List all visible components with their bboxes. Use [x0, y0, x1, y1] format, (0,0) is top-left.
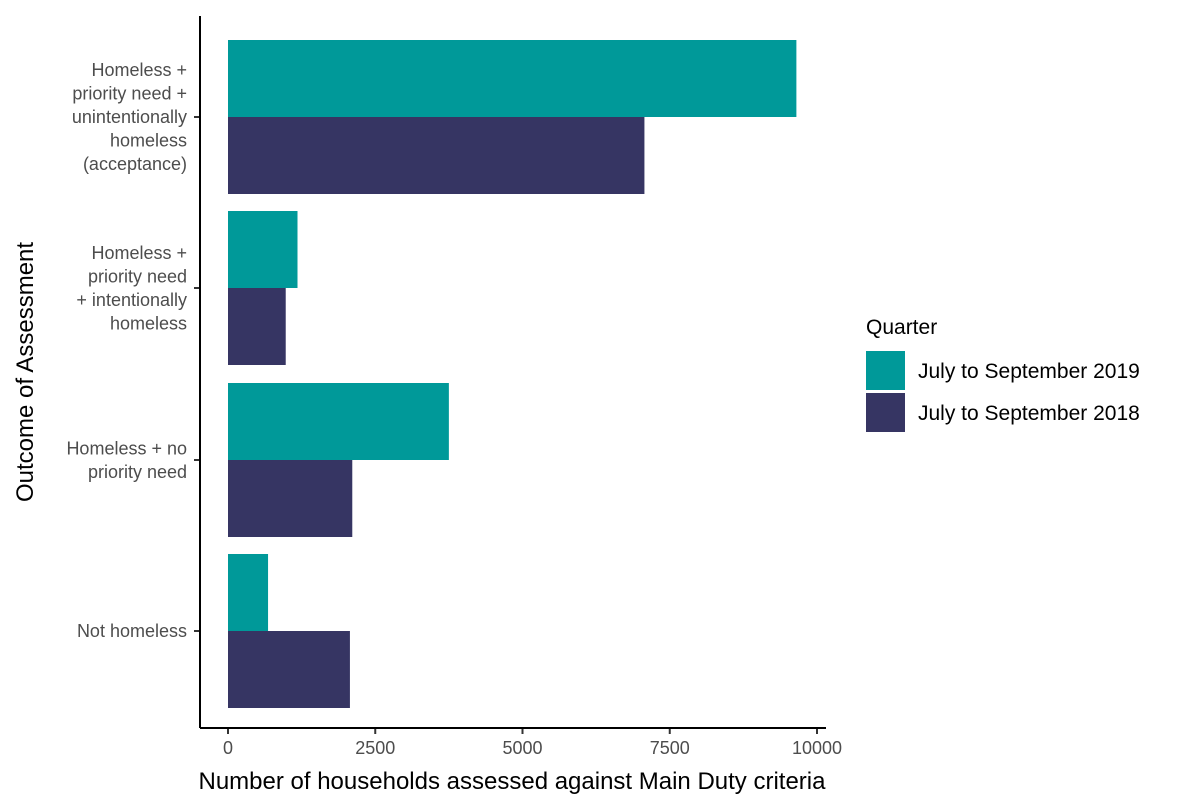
y-tick-label-line: + intentionally — [76, 290, 187, 310]
legend-key-2018 — [866, 393, 905, 432]
bar-acceptance-2019 — [228, 40, 797, 117]
bar-no-priority-2019 — [228, 383, 449, 460]
bar-acceptance-2018 — [228, 117, 645, 194]
x-axis-ticks: 0 2500 5000 7500 10000 — [223, 728, 842, 758]
legend-label-2019: July to September 2019 — [918, 360, 1140, 383]
legend-key-2019 — [866, 351, 905, 390]
y-axis-ticks: Homeless + priority need + unintentionally… — [66, 60, 200, 641]
bar-not-homeless-2018 — [228, 631, 350, 708]
y-tick-label-no-priority: Homeless + no priority need — [66, 438, 187, 482]
bars-group — [228, 40, 797, 708]
legend-title: Quarter — [866, 316, 937, 339]
bar-not-homeless-2019 — [228, 554, 269, 631]
y-tick-label-line: homeless — [110, 131, 187, 151]
y-axis-title: Outcome of Assessment — [12, 242, 39, 502]
x-tick-label: 2500 — [355, 738, 395, 758]
x-tick-label: 0 — [223, 738, 233, 758]
y-tick-label-line: homeless — [110, 313, 187, 333]
y-tick-label-acceptance: Homeless + priority need + unintentionally… — [72, 60, 187, 174]
bar-no-priority-2018 — [228, 460, 353, 537]
bar-intentional-2019 — [228, 211, 298, 288]
x-tick-label: 5000 — [502, 738, 542, 758]
y-tick-label-line: unintentionally — [72, 107, 187, 127]
x-tick-label: 7500 — [650, 738, 690, 758]
y-tick-label-intentional: Homeless + priority need + intentionally ho… — [76, 243, 187, 334]
y-tick-label-line: priority need — [88, 266, 187, 286]
y-tick-label-line: (acceptance) — [83, 154, 187, 174]
legend: Quarter July to September 2019 July to Se… — [866, 316, 1140, 432]
y-tick-label-line: Homeless + — [91, 243, 187, 263]
x-axis-title: Number of households assessed against Ma… — [199, 768, 827, 795]
x-tick-label: 10000 — [792, 738, 842, 758]
y-tick-label-line: priority need — [88, 462, 187, 482]
legend-label-2018: July to September 2018 — [918, 402, 1140, 425]
bar-intentional-2018 — [228, 288, 286, 365]
y-tick-label-line: Not homeless — [77, 621, 187, 641]
y-tick-label-line: Homeless + no — [66, 438, 187, 458]
y-tick-label-not-homeless: Not homeless — [77, 621, 187, 641]
y-tick-label-line: priority need + — [72, 84, 187, 104]
y-tick-label-line: Homeless + — [91, 60, 187, 80]
